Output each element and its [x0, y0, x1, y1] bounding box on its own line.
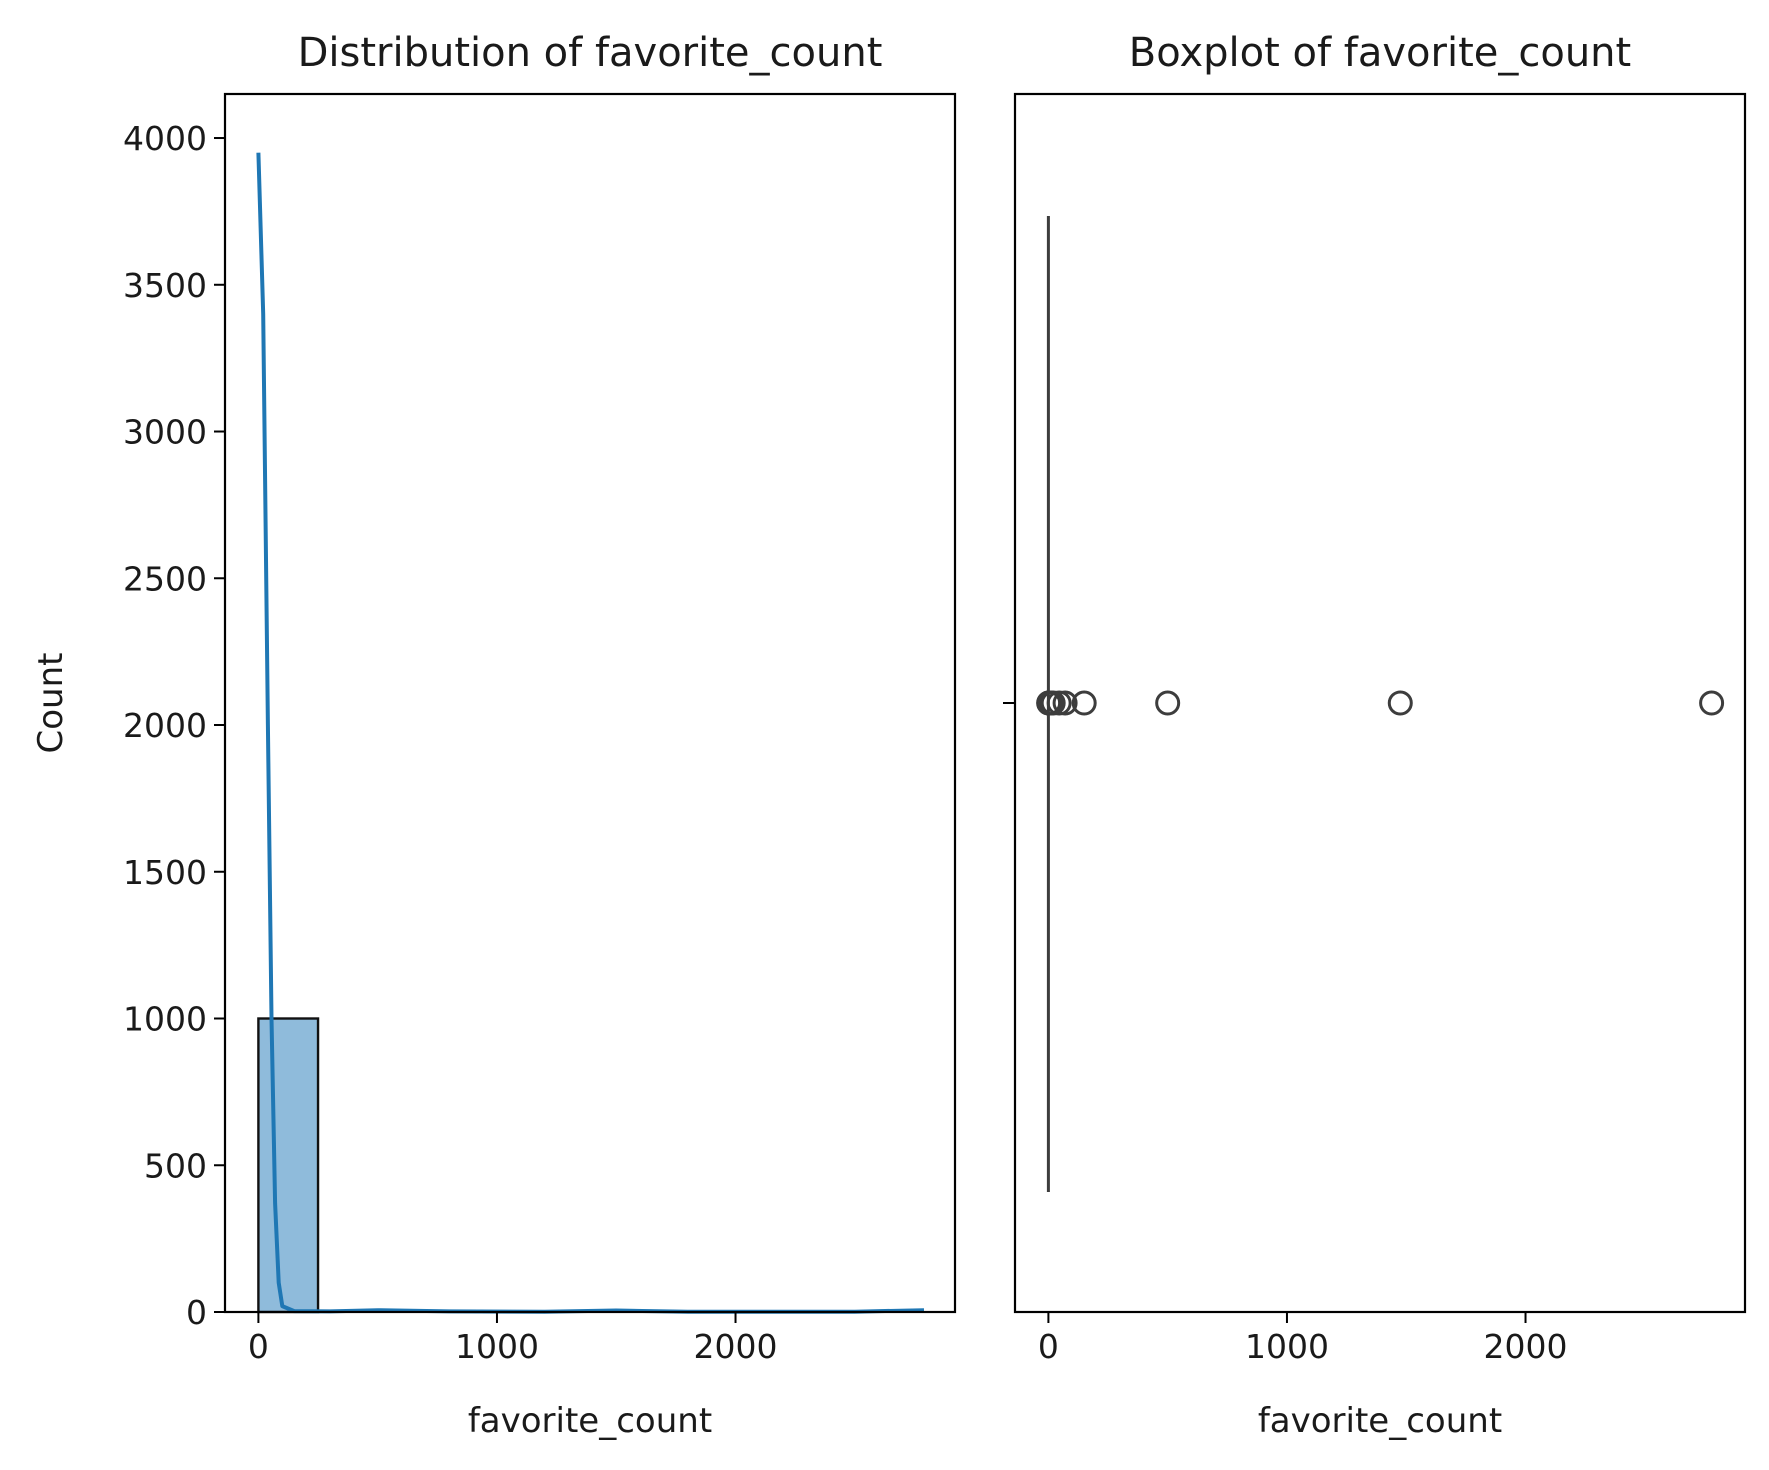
- outlier-point-11: [1387, 690, 1413, 716]
- histogram-x-tick-label: 0: [248, 1327, 269, 1366]
- histogram-y-label: Count: [31, 653, 71, 754]
- histogram-y-tick-label: 3000: [123, 413, 207, 452]
- boxplot-axes-frame: [1013, 92, 1747, 1314]
- histogram-y-tick-label: 0: [186, 1293, 207, 1332]
- histogram-y-tick-label: 500: [144, 1146, 207, 1185]
- histogram-y-tick-label: 4000: [123, 119, 207, 158]
- histogram-x-label: favorite_count: [468, 1401, 712, 1441]
- outlier-point-8: [1052, 690, 1078, 716]
- histogram-y-tick-label: 2500: [123, 559, 207, 598]
- boxplot-panel: Boxplot of favorite_count 0 1000 2000 favo…: [1003, 30, 1747, 1441]
- histogram-y-tick-label: 1500: [123, 853, 207, 892]
- histogram-bar-0: [257, 1017, 320, 1314]
- boxplot-x-tick-label: 0: [1038, 1327, 1059, 1366]
- boxplot-x-tick-label: 2000: [1484, 1327, 1568, 1366]
- histogram-y-tick-label: 1000: [123, 1000, 207, 1039]
- histogram-y-tick-label: 3500: [123, 266, 207, 305]
- histogram-axes-frame: [223, 92, 957, 1314]
- outlier-point-12: [1699, 690, 1725, 716]
- boxplot-x-label: favorite_count: [1258, 1401, 1502, 1441]
- histogram-title: Distribution of favorite_count: [298, 30, 883, 76]
- boxplot-x-tick-label: 1000: [1245, 1327, 1329, 1366]
- histogram-y-tick-label: 2000: [123, 706, 207, 745]
- outlier-point-7: [1046, 690, 1072, 716]
- histogram-x-tick-label: 2000: [694, 1327, 778, 1366]
- kde-line: [256, 152, 925, 1314]
- histogram-panel: Distribution of favorite_count 0 1000 2000…: [31, 30, 957, 1441]
- outlier-point-9: [1071, 690, 1097, 716]
- boxplot-title: Boxplot of favorite_count: [1129, 30, 1631, 76]
- outlier-point-10: [1155, 690, 1181, 716]
- histogram-x-tick-label: 1000: [455, 1327, 539, 1366]
- outlier-point-6: [1040, 690, 1066, 716]
